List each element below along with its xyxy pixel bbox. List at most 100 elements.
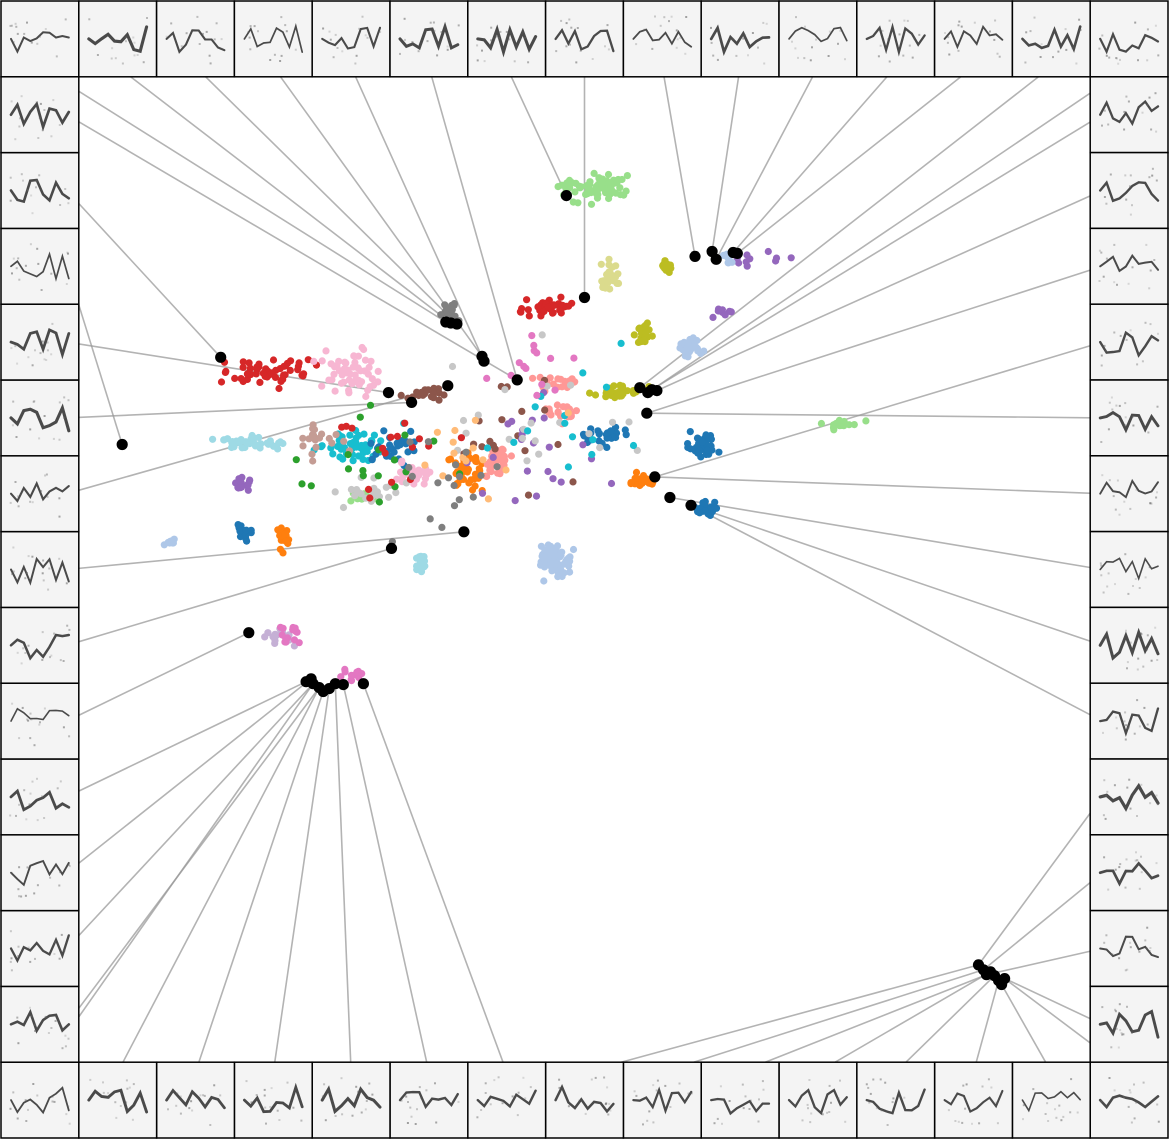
scatter-point	[341, 665, 349, 674]
spectrogram-noise	[24, 577, 27, 580]
scatter-point	[557, 551, 565, 559]
scatter-point	[347, 677, 356, 685]
thumbnail-frame	[0, 0, 80, 78]
spectrogram-noise	[354, 62, 357, 65]
scatter-point	[237, 375, 245, 383]
spectrogram-noise	[332, 56, 335, 59]
scatter-point	[523, 296, 531, 304]
scatter-point	[327, 360, 335, 368]
spectrogram-noise	[1129, 1091, 1132, 1094]
spectrogram-trace	[632, 1086, 693, 1115]
spectrogram-noise	[36, 42, 39, 45]
spectrogram-noise	[1116, 283, 1118, 286]
spectrogram-noise	[1133, 1117, 1136, 1120]
spectrogram-thumbnail	[1089, 985, 1169, 1063]
spectrogram-noise	[49, 656, 51, 659]
spectrogram-noise	[43, 358, 46, 361]
highlighted-point	[458, 526, 470, 538]
spectrogram-noise	[744, 33, 747, 36]
spectrogram-noise	[1151, 174, 1154, 177]
spectrogram-noise	[67, 1105, 70, 1108]
scatter-point	[457, 434, 465, 442]
spectrogram-noise	[48, 567, 51, 570]
scatter-point	[413, 562, 421, 570]
spectrogram-noise	[948, 53, 951, 56]
spectrogram-noise	[476, 1116, 479, 1119]
spectrogram-noise	[903, 1106, 906, 1109]
spectrogram-noise	[46, 341, 49, 344]
scatter-point	[333, 362, 341, 370]
scatter-point	[329, 450, 337, 458]
spectrogram-trace	[1098, 782, 1160, 812]
scatter-point	[561, 419, 569, 427]
spectrogram-noise	[1111, 953, 1114, 956]
spectrogram-noise	[1125, 338, 1128, 341]
scatter-point	[664, 265, 672, 273]
spectrogram-noise	[1123, 1096, 1126, 1099]
scatter-point	[424, 438, 432, 446]
spectrogram-noise	[30, 41, 33, 44]
spectrogram-noise	[1149, 269, 1152, 272]
spectrogram-noise	[995, 1101, 998, 1104]
spectrogram-noise	[495, 35, 498, 38]
spectrogram-noise	[58, 124, 61, 126]
scatter-point	[350, 352, 358, 360]
spectrogram-noise	[58, 401, 61, 404]
spectrogram-noise	[996, 1122, 999, 1125]
spectrogram-noise	[751, 32, 754, 34]
spectrogram-noise	[497, 1076, 500, 1079]
spectrogram-noise	[1114, 1010, 1117, 1013]
spectrogram-trace	[476, 24, 538, 58]
spectrogram-noise	[432, 21, 435, 24]
spectrogram-noise	[524, 36, 527, 39]
scatter-point	[709, 313, 717, 321]
scatter-point	[344, 465, 353, 473]
spectrogram-thumbnail	[0, 606, 80, 684]
spectrogram-noise	[38, 437, 41, 440]
spectrogram-noise	[1155, 130, 1158, 133]
spectrogram-noise	[175, 1104, 178, 1107]
scatter-point	[281, 530, 289, 538]
spectrogram-noise	[685, 16, 688, 18]
spectrogram-noise	[868, 1101, 871, 1104]
spectrogram-noise	[483, 60, 486, 63]
spectrogram-noise	[844, 1120, 847, 1123]
scatter-point	[525, 312, 533, 320]
spectrogram-noise	[22, 647, 25, 650]
spectrogram-noise	[436, 54, 439, 57]
spectrogram-noise	[1118, 513, 1121, 516]
scatter-point	[236, 484, 244, 492]
spectrogram-noise	[906, 19, 909, 22]
scatter-point	[471, 470, 480, 478]
scatter-point	[322, 347, 330, 355]
scatter-point	[370, 431, 378, 439]
spectrogram-noise	[336, 47, 339, 49]
connector-line	[690, 504, 1103, 647]
spectrogram-trace	[554, 1083, 615, 1114]
spectrogram-noise	[675, 46, 678, 49]
thumbnail-frame	[1089, 455, 1169, 533]
spectrogram-noise	[1156, 803, 1159, 806]
spectrogram-noise	[1100, 364, 1103, 367]
scatter-point	[559, 403, 567, 411]
spectrogram-noise	[9, 24, 12, 27]
highlighted-point	[385, 542, 398, 555]
spectrogram-noise	[1124, 174, 1127, 177]
spectrogram-noise	[191, 1109, 194, 1112]
spectrogram-noise	[360, 1111, 363, 1114]
spectrogram-noise	[269, 1106, 272, 1108]
spectrogram-noise	[1058, 1104, 1061, 1107]
scatter-point	[587, 200, 596, 208]
scatter-point	[440, 391, 448, 399]
scatter-point	[360, 345, 368, 354]
spectrogram-noise	[115, 1116, 118, 1119]
spectrogram-noise	[1148, 96, 1151, 99]
spectrogram-noise	[1136, 182, 1139, 185]
spectrogram-noise	[64, 188, 67, 190]
scatter-point	[348, 424, 356, 432]
spectrogram-noise	[1110, 1046, 1113, 1049]
spectrogram-noise	[1107, 888, 1110, 891]
scatter-point	[702, 431, 710, 439]
